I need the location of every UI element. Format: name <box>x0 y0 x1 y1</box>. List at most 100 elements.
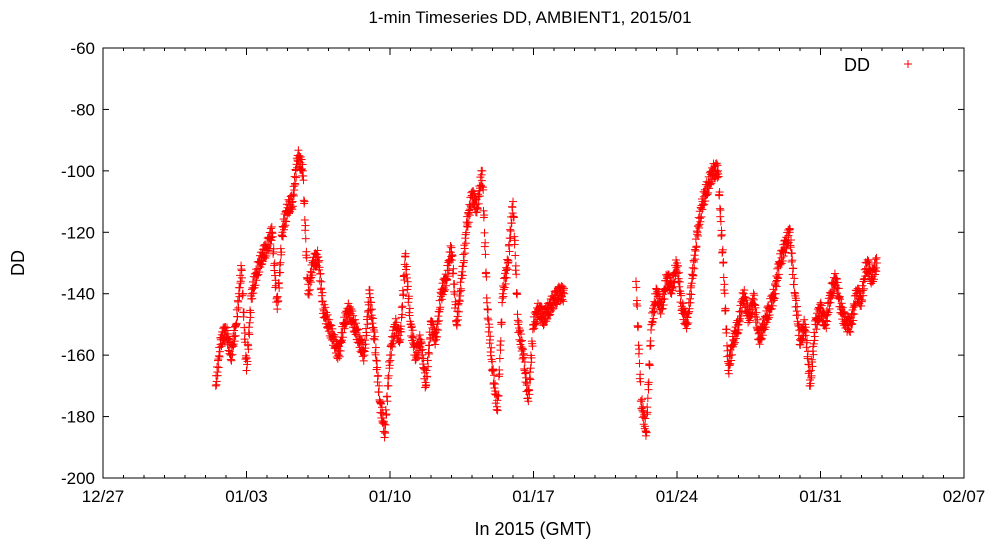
data-point <box>366 306 375 315</box>
y-tick-label: -80 <box>70 100 95 119</box>
data-point <box>348 307 357 316</box>
data-point <box>650 308 659 317</box>
data-point <box>486 332 495 341</box>
data-point <box>757 334 766 343</box>
data-point <box>437 295 446 304</box>
data-point <box>405 304 414 313</box>
data-point <box>375 381 384 390</box>
data-point <box>338 333 347 342</box>
data-point <box>313 246 322 255</box>
data-point <box>363 320 372 329</box>
data-point <box>262 251 271 260</box>
data-point <box>221 323 230 332</box>
data-point <box>789 264 798 273</box>
data-point <box>257 260 266 269</box>
data-point <box>347 304 356 313</box>
data-point <box>716 206 725 215</box>
data-point <box>422 380 431 389</box>
data-point <box>508 209 517 218</box>
data-point <box>291 180 300 189</box>
data-point <box>270 259 279 268</box>
data-point <box>683 320 692 329</box>
data-point <box>770 294 779 303</box>
data-point <box>289 190 298 199</box>
data-point <box>727 356 736 365</box>
data-point <box>473 205 482 214</box>
axis-ticks: -200 -180 -160 -140 -120 -100 -80 -60 12/27 01/03… <box>61 39 985 506</box>
data-point <box>728 350 737 359</box>
data-point <box>453 315 462 324</box>
data-point <box>516 326 525 335</box>
data-point <box>674 268 683 277</box>
data-point <box>509 197 517 206</box>
data-point <box>367 298 376 307</box>
data-point <box>509 213 518 222</box>
data-point <box>690 245 699 254</box>
data-point <box>748 294 757 303</box>
data-point <box>459 250 468 259</box>
data-point <box>761 323 770 332</box>
data-point <box>402 270 411 279</box>
data-point <box>402 273 411 282</box>
data-point <box>237 266 246 275</box>
data-point <box>387 350 396 359</box>
data-point <box>547 303 556 312</box>
data-point <box>321 303 330 312</box>
data-point <box>372 365 381 374</box>
data-point <box>517 330 526 339</box>
data-point <box>560 289 569 298</box>
data-point <box>793 302 802 311</box>
data-point <box>480 211 489 220</box>
data-point <box>271 271 280 280</box>
data-point <box>372 356 381 365</box>
data-point <box>712 159 721 168</box>
data-point <box>682 313 691 322</box>
data-point <box>733 321 742 330</box>
data-point <box>642 410 651 419</box>
data-point <box>642 428 651 437</box>
data-point <box>667 276 676 285</box>
data-point <box>730 340 739 349</box>
data-point <box>417 339 426 348</box>
data-point <box>721 306 730 315</box>
data-point <box>687 290 696 299</box>
data-point <box>512 270 521 279</box>
data-point <box>399 290 408 299</box>
data-point <box>506 225 515 234</box>
data-point <box>670 278 679 287</box>
data-point <box>765 310 774 319</box>
data-point <box>691 255 700 264</box>
data-point <box>699 201 708 210</box>
data-point <box>299 176 308 185</box>
data-point <box>726 359 735 368</box>
data-point <box>502 273 511 282</box>
data-point <box>516 337 525 346</box>
chart-title: 1-min Timeseries DD, AMBIENT1, 2015/01 <box>368 8 691 27</box>
data-point <box>694 231 703 240</box>
data-point <box>717 230 726 239</box>
data-point <box>362 331 371 340</box>
data-point <box>711 159 720 168</box>
data-point <box>659 300 668 309</box>
data-point <box>234 303 243 312</box>
data-point <box>632 283 641 292</box>
data-point <box>279 232 288 241</box>
data-point <box>558 295 567 304</box>
data-point <box>493 396 502 405</box>
data-point <box>543 314 552 323</box>
data-point <box>215 347 224 356</box>
data-point <box>358 352 367 361</box>
data-point <box>369 334 378 343</box>
data-point <box>397 303 406 312</box>
data-point <box>546 310 555 319</box>
data-point <box>692 242 701 251</box>
data-point <box>788 256 797 265</box>
data-point <box>531 320 540 329</box>
data-point <box>483 305 492 314</box>
data-point <box>655 289 664 298</box>
data-point <box>287 198 296 207</box>
data-point <box>660 295 669 304</box>
data-point <box>455 296 464 305</box>
data-point <box>285 209 294 218</box>
